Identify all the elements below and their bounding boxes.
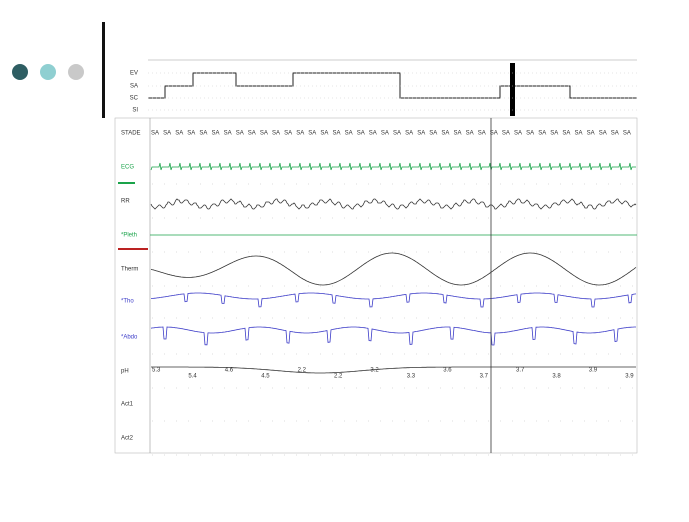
stade-label: SA xyxy=(272,131,280,137)
channel-label: *Tho xyxy=(121,299,134,305)
hyp-label: SA xyxy=(130,84,138,90)
channel-label: Therm xyxy=(121,267,138,273)
channel-label: pH xyxy=(121,369,129,375)
stade-label: SA xyxy=(441,131,449,137)
stade-label: SA xyxy=(393,131,401,137)
abdo-wave xyxy=(150,326,636,346)
stade-label: SA xyxy=(562,131,570,137)
channel-label: *Pleth xyxy=(121,233,137,239)
ph-label: 3.9 xyxy=(589,368,598,374)
stade-label: SA xyxy=(199,131,207,137)
divider xyxy=(102,22,105,118)
stade-label: SA xyxy=(587,131,595,137)
stade-label: SA xyxy=(454,131,462,137)
ph-label: 4.6 xyxy=(225,368,234,374)
stade-label: SA xyxy=(575,131,583,137)
stade-label: SA xyxy=(248,131,256,137)
ph-label: 2.2 xyxy=(298,368,307,374)
ph-label: 3.8 xyxy=(552,374,561,380)
stade-label: SA xyxy=(538,131,546,137)
rr-wave xyxy=(150,198,637,210)
stade-label: SA xyxy=(163,131,171,137)
channel-label: *Abdo xyxy=(121,335,138,341)
stade-label: SA xyxy=(526,131,534,137)
stade-label: SA xyxy=(599,131,607,137)
stade-label: SA xyxy=(550,131,558,137)
stade-label: SA xyxy=(478,131,486,137)
ph-label: 5.3 xyxy=(152,368,161,374)
stade-label: SA xyxy=(502,131,510,137)
stade-label: SA xyxy=(320,131,328,137)
stade-label: SA xyxy=(296,131,304,137)
panel xyxy=(114,117,638,454)
stade-label: SA xyxy=(345,131,353,137)
tho-wave xyxy=(150,292,637,308)
dot xyxy=(68,64,84,80)
ph-label: 3.9 xyxy=(625,374,634,380)
ph-label: 3.7 xyxy=(516,368,525,374)
channel-label: ECG xyxy=(121,165,134,171)
stade-label: SA xyxy=(514,131,522,137)
stade-label: SA xyxy=(175,131,183,137)
stade-label: SA xyxy=(151,131,159,137)
stade-label: SA xyxy=(381,131,389,137)
stade-label: SA xyxy=(308,131,316,137)
hyp-label: EV xyxy=(130,71,138,77)
hyp-marker xyxy=(510,63,515,116)
stade-label: SA xyxy=(260,131,268,137)
dot xyxy=(12,64,28,80)
dot xyxy=(40,64,56,80)
ph-label: 3.6 xyxy=(443,368,452,374)
stade-label: SA xyxy=(212,131,220,137)
ph-label: 3.3 xyxy=(407,374,416,380)
stade-label: SA xyxy=(357,131,365,137)
stade-label: SA xyxy=(417,131,425,137)
channel-label: RR xyxy=(121,199,130,205)
hyp-label: SI xyxy=(132,108,138,114)
stade-label: SA xyxy=(333,131,341,137)
channel-label: Act1 xyxy=(121,402,134,408)
stade-label: SA xyxy=(611,131,619,137)
ecg-wave xyxy=(150,162,636,171)
stade-label: SA xyxy=(224,131,232,137)
stade-label: SA xyxy=(490,131,498,137)
hypnogram-line xyxy=(148,72,637,99)
ph-wave xyxy=(151,366,636,374)
therm-wave xyxy=(150,252,637,286)
ph-label: 3.2 xyxy=(370,368,379,374)
stade-label: SA xyxy=(236,131,244,137)
stade-label: SA xyxy=(284,131,292,137)
ph-label: 3.7 xyxy=(480,374,489,380)
ph-label: 4.5 xyxy=(261,374,270,380)
channel-label: Act2 xyxy=(121,436,134,442)
stade-label: SA xyxy=(623,131,631,137)
stade-label: SA xyxy=(369,131,377,137)
stade-label: SA xyxy=(429,131,437,137)
stade-label: SA xyxy=(466,131,474,137)
hyp-label: SC xyxy=(130,96,139,102)
channel-label: STADE xyxy=(121,131,141,137)
ph-label: 5.4 xyxy=(188,374,197,380)
ph-label: 2.2 xyxy=(334,374,343,380)
stade-label: SA xyxy=(405,131,413,137)
stade-label: SA xyxy=(187,131,195,137)
